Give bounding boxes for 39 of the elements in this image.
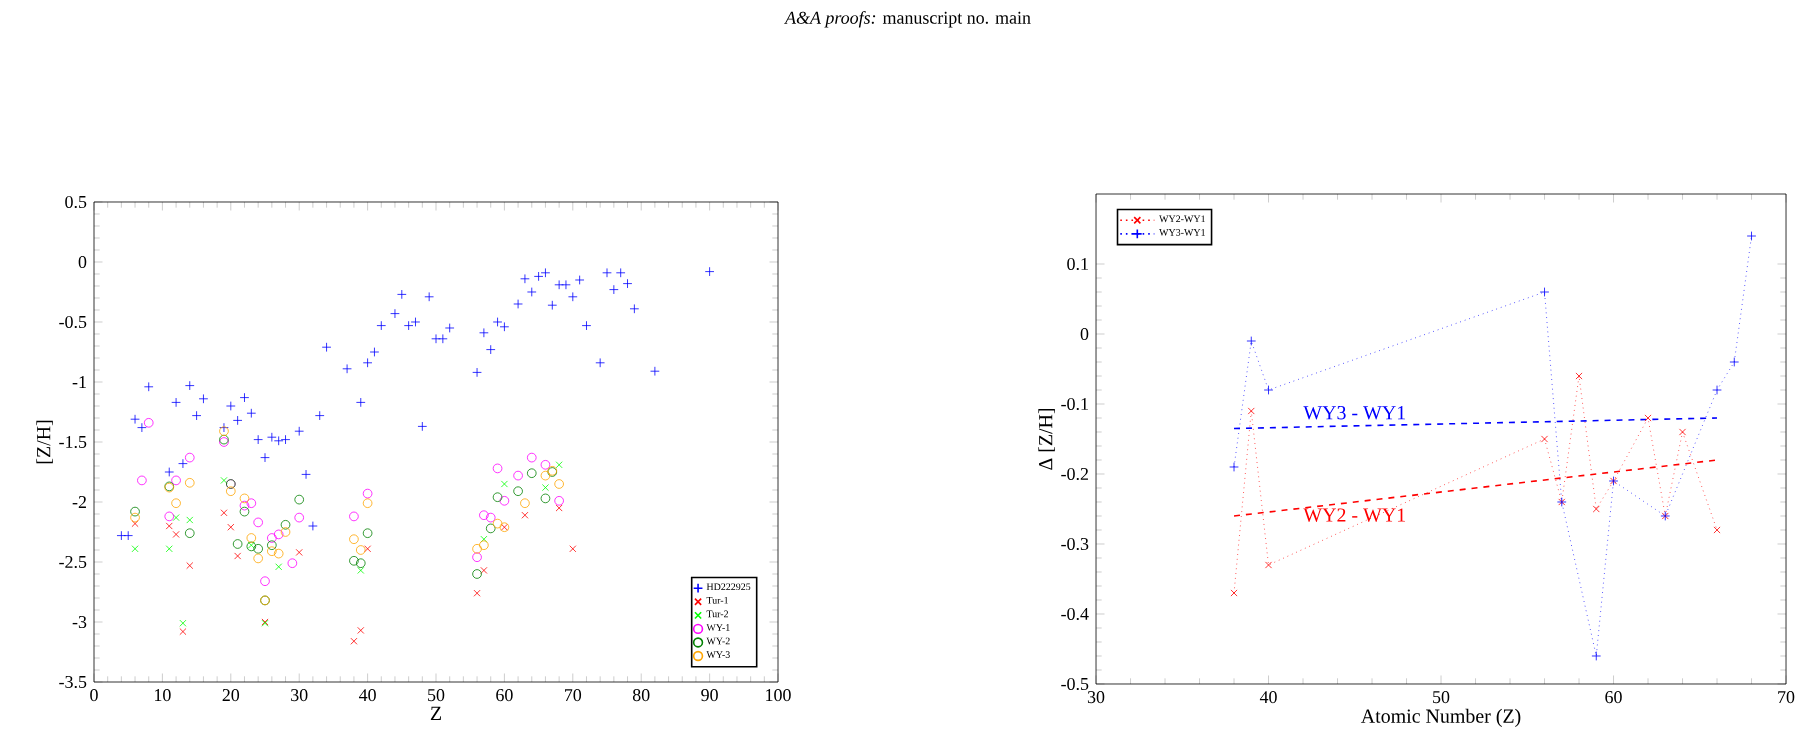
- y-tick-label: -1: [72, 376, 86, 388]
- x-tick-label: 60: [1605, 691, 1622, 704]
- x-tick-label: 90: [701, 689, 718, 702]
- x-tick-label: 40: [358, 689, 376, 702]
- x-tick-label: 50: [1433, 691, 1450, 704]
- y-tick-label: 0.1: [1067, 257, 1088, 271]
- y-tick-label: -0.4: [1061, 607, 1089, 621]
- y-tick-label: 0.5: [65, 195, 87, 209]
- x-tick-label: 100: [766, 689, 791, 702]
- x-axis-title: Atomic Number (Z): [1360, 708, 1521, 727]
- y-axis-title: Δ [Z/H]: [1038, 408, 1055, 470]
- y-tick-label: 0: [1080, 327, 1089, 341]
- y-tick-label: -0.5: [59, 315, 87, 329]
- y-tick-label: -3: [72, 615, 87, 629]
- y-tick-label: -2.5: [59, 555, 87, 569]
- x-tick-label: 30: [291, 689, 308, 702]
- x-tick-label: 60: [496, 689, 513, 702]
- y-tick-label: -0.2: [1061, 467, 1088, 481]
- y-tick-label: -1.5: [59, 435, 87, 449]
- x-tick-label: 20: [222, 689, 240, 702]
- x-tick-label: 70: [565, 689, 582, 702]
- y-tick-label: -0.3: [1061, 537, 1089, 551]
- x-tick-label: 50: [428, 689, 445, 702]
- x-tick-label: 30: [1087, 691, 1105, 704]
- y-tick-label: -0.1: [1061, 397, 1088, 411]
- y-axis-title: [Z/H]: [36, 420, 53, 464]
- y-tick-label: 0: [78, 255, 87, 269]
- x-tick-label: 0: [90, 689, 98, 702]
- x-tick-label: 40: [1259, 691, 1277, 704]
- text: A&A proofs: manuscript no. main: [784, 11, 1031, 28]
- x-tick-label: 70: [1778, 691, 1795, 704]
- series-label: WY3 - WY1: [1303, 406, 1406, 420]
- x-axis-title: Z: [430, 706, 442, 720]
- y-tick-label: -2: [72, 496, 86, 508]
- y-tick-label: -0.5: [1061, 677, 1089, 691]
- x-tick-label: 10: [155, 689, 171, 702]
- series-label: WY2 - WY1: [1303, 508, 1406, 522]
- y-tick-label: -3.5: [59, 675, 87, 689]
- x-tick-label: 80: [632, 689, 650, 702]
